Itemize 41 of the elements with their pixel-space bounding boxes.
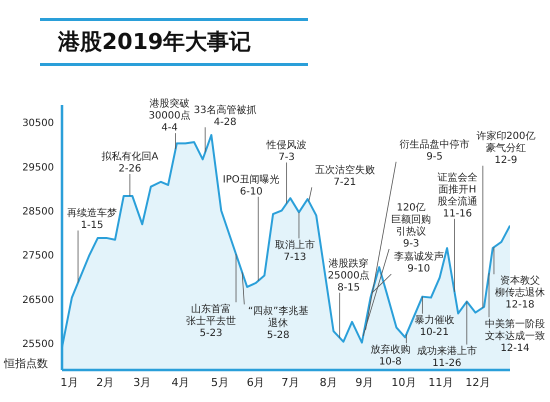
annotation: 拟私有化回A 2-26 bbox=[101, 150, 158, 174]
x-tick-label: 3月 bbox=[133, 376, 152, 389]
x-tick-label: 6月 bbox=[246, 376, 265, 389]
y-tick-label: 30500 bbox=[22, 118, 54, 130]
x-tick-label: 1月 bbox=[60, 376, 78, 389]
x-tick-label: 12月 bbox=[465, 376, 490, 389]
annotation: “四叔”李兆基退休 5-28 bbox=[248, 304, 308, 341]
annotation: 放弃收购 10-8 bbox=[370, 344, 410, 368]
y-tick-label: 25500 bbox=[22, 339, 54, 350]
annotation: 山东首富张士平去世 5-23 bbox=[186, 302, 236, 339]
annotation: 再续造车梦 1-15 bbox=[67, 207, 118, 232]
x-tick-label: 10月 bbox=[391, 376, 416, 389]
y-tick-label: 27500 bbox=[22, 250, 54, 262]
annotation: 120亿巨额回购引热议 9-3 bbox=[391, 202, 432, 250]
annotation: 港股突破 30000点 4-4 bbox=[148, 98, 190, 134]
y-tick-label: 29500 bbox=[22, 162, 54, 174]
x-tick-label: 9月 bbox=[355, 376, 374, 389]
annotation: 港股跌穿 25000点 8-15 bbox=[328, 257, 370, 294]
y-tick-label: 26500 bbox=[22, 294, 54, 306]
y-tick-label: 28500 bbox=[22, 206, 54, 218]
annotation: 五次沽空失败 7-21 bbox=[314, 164, 375, 188]
annotation: 性侵风波 7-3 bbox=[266, 138, 307, 163]
annotation: 中美第一阶段文本达成一致 12-14 bbox=[485, 318, 546, 354]
annotation: 李嘉诚发声 9-10 bbox=[394, 250, 444, 275]
y-axis-title: 恒指点数 bbox=[4, 356, 48, 371]
annotation: 证监会全面推开H股全流通 11-16 bbox=[437, 171, 478, 220]
annotation: 成功来港上市 11-26 bbox=[416, 345, 477, 370]
annotation: 许家印200亿豪气分红 12-9 bbox=[476, 130, 536, 166]
x-tick-label: 11月 bbox=[428, 376, 454, 389]
annotation: 衍生品盘中停市 9-5 bbox=[400, 138, 470, 162]
x-tick-label: 4月 bbox=[171, 376, 190, 389]
annotation: 资本教父柳传志退休 12-18 bbox=[494, 274, 545, 311]
annotation: IPO丑闻曝光 6-10 bbox=[222, 173, 280, 198]
chart-title: 港股2019年大事记 bbox=[40, 18, 308, 66]
x-tick-label: 8月 bbox=[320, 376, 338, 389]
x-tick-label: 2月 bbox=[96, 376, 114, 389]
x-tick-label: 7月 bbox=[281, 376, 300, 389]
annotation: 暴力催收 10-21 bbox=[414, 314, 454, 338]
x-tick-label: 5月 bbox=[210, 376, 229, 389]
annotation: 33名高管被抓 4-28 bbox=[194, 104, 257, 128]
annotation: 取消上市 7-13 bbox=[274, 238, 315, 263]
